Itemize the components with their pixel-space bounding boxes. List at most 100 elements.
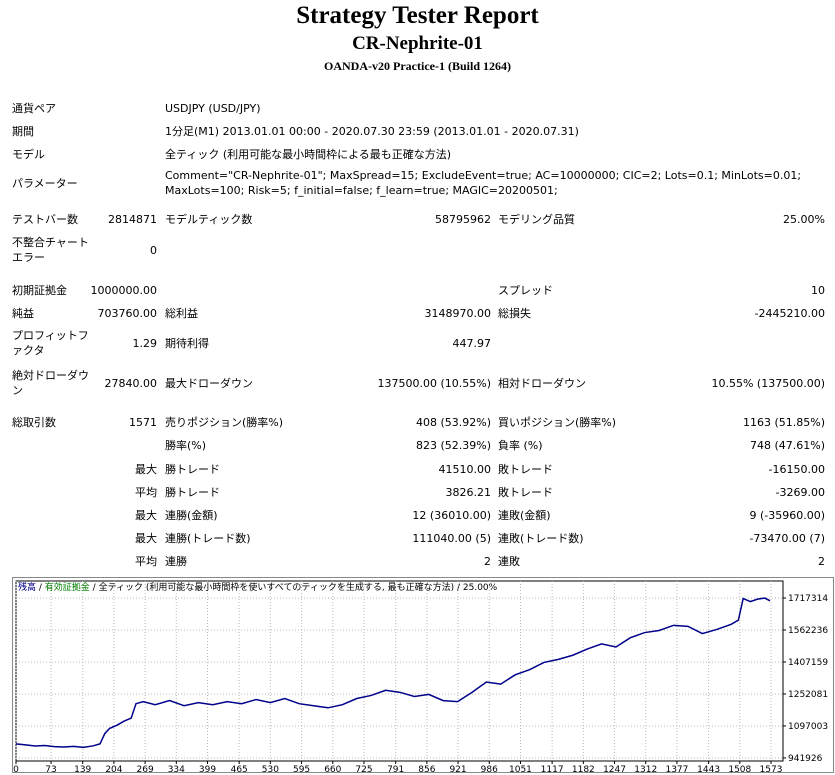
info-value: USDJPY (USD/JPY) [165, 101, 261, 115]
stat-label: 勝トレード [165, 485, 220, 499]
stat-value: 平均 [135, 554, 157, 568]
stat-value: 748 (47.61%) [749, 438, 825, 452]
stat-value: 0 [150, 243, 157, 257]
x-tick-label: 986 [481, 765, 498, 773]
x-tick-label: 1312 [634, 765, 657, 773]
stat-value: 1163 (51.85%) [742, 415, 825, 429]
stat-label: 最大ドローダウン [165, 376, 253, 390]
x-tick-label: 791 [387, 765, 404, 773]
stat-value: 111040.00 (5) [412, 531, 491, 545]
x-tick-label: 1573 [760, 765, 783, 773]
x-tick-label: 1377 [665, 765, 688, 773]
stat-value: 3826.21 [445, 485, 492, 499]
stat-value: 10.55% (137500.00) [711, 376, 825, 390]
report-subtitle: CR-Nephrite-01 [352, 33, 483, 54]
plot-area [15, 580, 784, 762]
info-value: 1分足(M1) 2013.01.01 00:00 - 2020.07.30 23… [165, 124, 579, 138]
report-build: OANDA-v20 Practice-1 (Build 1264) [324, 59, 511, 73]
info-label: 通貨ペア [12, 101, 56, 115]
stat-label: 勝率(%) [165, 438, 207, 452]
x-tick-label: 73 [45, 765, 56, 773]
stat-value: 最大 [135, 531, 157, 545]
stat-label: 連勝 [165, 554, 187, 568]
stat-label: 敗トレード [498, 485, 553, 499]
x-tick-label: 1182 [572, 765, 595, 773]
stat-label: スプレッド [498, 283, 553, 297]
stat-label: モデルティック数 [165, 212, 253, 226]
stat-value: 10 [811, 283, 825, 297]
stat-label: 総利益 [165, 306, 198, 320]
stat-value: 27840.00 [104, 376, 158, 390]
stat-value: 58795962 [435, 212, 491, 226]
stat-label: モデリング品質 [498, 212, 575, 226]
y-tick-label: 1252081 [788, 690, 828, 700]
stat-value: 823 (52.39%) [415, 438, 491, 452]
x-tick-label: 856 [418, 765, 435, 773]
info-value: Comment="CR-Nephrite-01"; MaxSpread=15; … [165, 169, 802, 197]
stat-label: 総取引数 [12, 415, 56, 429]
stat-label: 不整合チャートエラー [12, 236, 89, 264]
x-tick-label: 660 [324, 765, 341, 773]
x-tick-label: 1508 [728, 765, 751, 773]
stat-value: -73470.00 (7) [749, 531, 825, 545]
balance-chart: 941926 1097003 1252081 1407159 1562236 171731… [12, 577, 834, 773]
legend-equity: 有効証拠金 [45, 581, 90, 593]
stat-value: 137500.00 (10.55%) [377, 376, 491, 390]
x-tick-label: 139 [74, 765, 91, 773]
stat-label: 期待利得 [165, 336, 209, 350]
stat-label: 勝トレード [165, 462, 220, 476]
stat-value: 3148970.00 [424, 306, 491, 320]
stat-value: 41510.00 [438, 462, 492, 476]
stat-value: -2445210.00 [754, 306, 825, 320]
x-tick-label: 0 [13, 765, 19, 773]
stat-value: 最大 [135, 462, 157, 476]
stat-label: 連勝(金額) [165, 508, 218, 522]
stat-label: テストバー数 [12, 212, 78, 226]
stat-label: 敗トレード [498, 462, 553, 476]
stat-value: 最大 [135, 508, 157, 522]
y-tick-label: 1407159 [788, 658, 828, 668]
legend-sep: / [90, 583, 99, 593]
stat-label: 連敗(金額) [498, 508, 551, 522]
info-value: 全ティック (利用可能な最小時間枠による最も正確な方法) [165, 147, 452, 161]
x-tick-label: 530 [262, 765, 279, 773]
stat-label: 総損失 [498, 306, 531, 320]
stat-label: 売りポジション(勝率%) [165, 415, 284, 429]
stat-label: 純益 [12, 306, 34, 320]
stat-value: -3269.00 [775, 485, 825, 499]
y-tick-label: 941926 [788, 754, 823, 764]
info-label: モデル [12, 147, 45, 161]
info-label: パラメーター [12, 176, 78, 190]
legend-model: 全ティック (利用可能な最小時間枠を使いすべてのティックを生成する, 最も正確な… [99, 581, 455, 593]
stat-value: 447.97 [452, 336, 492, 350]
report-title: Strategy Tester Report [296, 2, 539, 29]
y-tick-label: 1097003 [788, 722, 828, 732]
stat-label: 相対ドローダウン [498, 376, 586, 390]
stat-value: 1571 [129, 415, 157, 429]
stat-value: 平均 [135, 485, 157, 499]
chart-legend: 残高 / 有効証拠金 / 全ティック (利用可能な最小時間枠を使いすべてのティッ… [18, 581, 498, 593]
x-tick-label: 269 [137, 765, 154, 773]
x-tick-label: 1117 [541, 765, 564, 773]
stat-value: 2814871 [108, 212, 157, 226]
x-tick-label: 204 [105, 765, 122, 773]
stat-label: 買いポジション(勝率%) [498, 415, 617, 429]
x-tick-label: 595 [293, 765, 310, 773]
stat-value: -16150.00 [768, 462, 825, 476]
legend-quality: 25.00% [463, 583, 498, 593]
y-tick-label: 1562236 [788, 626, 828, 636]
stat-value: 12 (36010.00) [412, 508, 491, 522]
x-tick-label: 1247 [603, 765, 626, 773]
stat-label: 連敗(トレード数) [498, 531, 584, 545]
x-tick-label: 334 [168, 765, 185, 773]
stat-value: 703760.00 [97, 306, 158, 320]
legend-sep: / [36, 583, 45, 593]
stat-value: 1000000.00 [90, 283, 157, 297]
x-tick-label: 1051 [509, 765, 532, 773]
balance-line [15, 597, 771, 749]
x-tick-label: 399 [199, 765, 216, 773]
y-tick-label: 1717314 [788, 594, 828, 604]
stat-label: プロフィットファクタ [12, 329, 89, 357]
stat-label: 初期証拠金 [12, 283, 67, 297]
